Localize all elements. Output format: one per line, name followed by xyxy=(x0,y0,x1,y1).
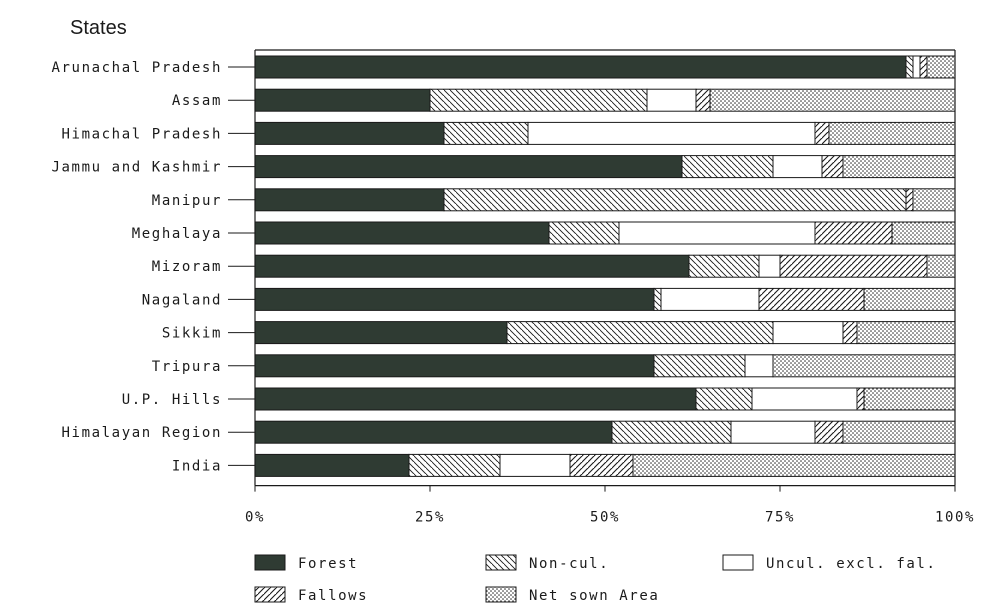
bar-segment-uncul-excl-fal xyxy=(744,354,774,378)
legend-label-net-sown-area: Net sown Area xyxy=(529,588,659,604)
bar-segment-net-sown-area xyxy=(709,88,956,112)
bar-segment-forest xyxy=(254,155,683,179)
bar-segment-fallows xyxy=(695,88,711,112)
bar-segment-uncul-excl-fal xyxy=(646,88,697,112)
x-tick-label: 50% xyxy=(590,510,620,526)
bar-segment-fallows xyxy=(856,387,865,411)
x-axis: 0% 25% 50% 75% 100% xyxy=(245,49,975,526)
bar-segment-uncul-excl-fal xyxy=(758,254,781,278)
bar-segment-uncul-excl-fal xyxy=(618,221,816,245)
bar-segment-fallows xyxy=(821,155,844,179)
category-label: Sikkim xyxy=(162,326,222,342)
category-label: India xyxy=(172,458,222,474)
bar-segment-fallows xyxy=(814,420,844,444)
bar-segment-forest xyxy=(254,55,907,79)
bar-segment-fallows xyxy=(919,55,928,79)
chart-title: States xyxy=(70,17,127,39)
bar-segment-non-cul xyxy=(681,155,774,179)
bar-segment-non-cul xyxy=(695,387,753,411)
legend-swatch-net-sown-area xyxy=(485,586,517,603)
bar-segment-net-sown-area xyxy=(856,321,956,345)
bar-segment-non-cul xyxy=(408,453,501,477)
bar-segment-uncul-excl-fal xyxy=(772,155,823,179)
bar-segment-fallows xyxy=(779,254,928,278)
bar-segment-net-sown-area xyxy=(926,55,956,79)
legend-swatch-forest xyxy=(254,554,286,571)
bar-segment-forest xyxy=(254,453,410,477)
bar-segment-non-cul xyxy=(429,88,648,112)
bar-segment-non-cul xyxy=(905,55,914,79)
bar-segment-uncul-excl-fal xyxy=(751,387,858,411)
bar-segment-forest xyxy=(254,387,697,411)
bar-segment-non-cul xyxy=(653,287,662,311)
bar-segment-forest xyxy=(254,287,655,311)
bar-segment-fallows xyxy=(842,321,858,345)
x-tick-label: 0% xyxy=(245,510,265,526)
bar-segment-uncul-excl-fal xyxy=(660,287,760,311)
category-label: Manipur xyxy=(152,193,222,209)
bar-segment-uncul-excl-fal xyxy=(527,121,816,145)
bar-segment-fallows xyxy=(569,453,634,477)
bar-segment-non-cul xyxy=(653,354,746,378)
category-label: Meghalaya xyxy=(132,226,222,242)
bar-segment-fallows xyxy=(758,287,865,311)
bar-segment-non-cul xyxy=(688,254,760,278)
bar-segment-fallows xyxy=(814,221,893,245)
bar-segment-non-cul xyxy=(548,221,620,245)
bar-segment-non-cul xyxy=(506,321,774,345)
legend-label-fallows: Fallows xyxy=(298,588,368,604)
category-label: Assam xyxy=(172,93,222,109)
bar-segment-forest xyxy=(254,254,690,278)
bar-segment-net-sown-area xyxy=(863,387,956,411)
bar-segment-forest xyxy=(254,88,431,112)
legend-label-uncul-excl-fal: Uncul. excl. fal. xyxy=(766,556,937,572)
bar-segment-net-sown-area xyxy=(842,420,956,444)
bar-segment-net-sown-area xyxy=(926,254,956,278)
category-label: Nagaland xyxy=(142,292,222,308)
bar-segment-uncul-excl-fal xyxy=(730,420,816,444)
x-tick-label: 75% xyxy=(765,510,795,526)
bar-segment-forest xyxy=(254,221,550,245)
bar-segment-net-sown-area xyxy=(828,121,956,145)
legend-swatch-non-cul xyxy=(485,554,517,571)
bar-segment-net-sown-area xyxy=(912,188,956,212)
legend: Forest Non-cul. Uncul. excl. fal. Fallows Ne… xyxy=(254,554,937,604)
bar-segment-forest xyxy=(254,321,508,345)
bar-segment-non-cul xyxy=(443,188,907,212)
plot-area: Arunachal Pradesh Assam Himachal Pradesh Ja… xyxy=(52,55,956,477)
bar-segment-fallows xyxy=(814,121,830,145)
legend-swatch-fallows xyxy=(254,586,286,603)
bar-segment-forest xyxy=(254,121,445,145)
x-tick-label: 25% xyxy=(415,510,445,526)
bar-segment-forest xyxy=(254,188,445,212)
bar-segment-uncul-excl-fal xyxy=(912,55,921,79)
category-label: Jammu and Kashmir xyxy=(52,160,223,176)
bar-segment-net-sown-area xyxy=(863,287,956,311)
category-label: Himalayan Region xyxy=(62,425,222,441)
legend-label-forest: Forest xyxy=(298,556,358,572)
bar-segment-non-cul xyxy=(443,121,529,145)
category-label: U.P. Hills xyxy=(122,392,222,408)
bar-segment-fallows xyxy=(905,188,914,212)
x-tick-label: 100% xyxy=(935,510,975,526)
bar-segment-uncul-excl-fal xyxy=(499,453,571,477)
legend-swatch-uncul-excl-fal xyxy=(722,554,754,571)
category-label: Arunachal Pradesh xyxy=(52,60,223,76)
bar-segment-net-sown-area xyxy=(772,354,956,378)
bar-segment-non-cul xyxy=(611,420,732,444)
bar-segment-net-sown-area xyxy=(842,155,956,179)
category-label: Mizoram xyxy=(152,259,222,275)
bar-segment-forest xyxy=(254,354,655,378)
legend-label-non-cul: Non-cul. xyxy=(529,556,609,572)
bar-segment-uncul-excl-fal xyxy=(772,321,844,345)
category-label: Himachal Pradesh xyxy=(62,126,222,142)
bar-segment-net-sown-area xyxy=(632,453,956,477)
bar-segment-forest xyxy=(254,420,613,444)
category-label: Tripura xyxy=(152,359,222,375)
bar-segment-net-sown-area xyxy=(891,221,956,245)
